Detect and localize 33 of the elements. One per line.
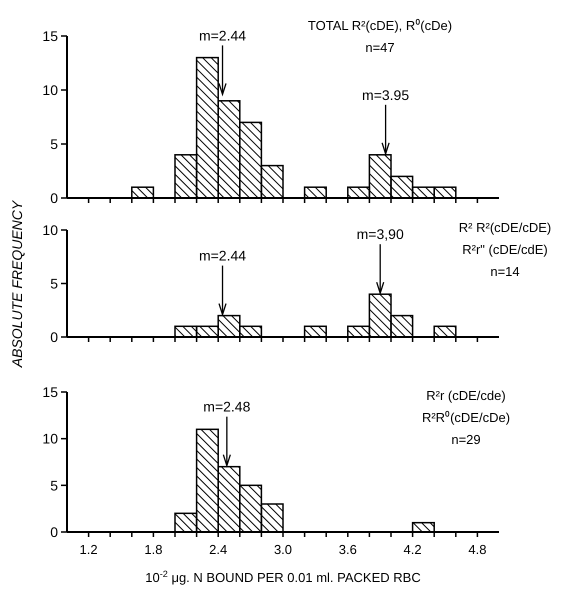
annotation: R² R²(cDE/cDE) (458, 220, 552, 235)
x-tick-label: 1.8 (144, 542, 162, 557)
x-tick-label: 1.2 (80, 542, 98, 557)
annotation: m=2.44 (198, 27, 246, 44)
y-tick-label: 10 (42, 82, 58, 98)
x-tick-label: 4.8 (468, 542, 486, 557)
y-tick-label: 0 (50, 329, 58, 345)
annotation: R²r" (cDE/cdE) (462, 242, 548, 257)
x-tick-label: 3.0 (274, 542, 292, 557)
annotation: n=47 (365, 40, 395, 55)
y-tick-label: 15 (42, 384, 58, 400)
annotation: m=3.95 (362, 86, 410, 103)
annotation: m=2.44 (198, 248, 246, 264)
annotation: m=2.48 (203, 398, 251, 415)
x-axis-title: 10$^{-2}$ μg. N BOUND PER 0.01 ml. PACKED RBC (145, 569, 421, 585)
y-tick-label: 0 (50, 524, 58, 540)
annotation: R²R⁰(cDE/cDe) (422, 410, 510, 425)
annotation: n=29 (451, 432, 481, 447)
y-tick-label: 5 (50, 136, 58, 152)
y-tick-label: 15 (42, 28, 58, 44)
y-axis-title: ABSOLUTE FREQUENCY (9, 199, 25, 368)
annotation: n=14 (490, 264, 520, 279)
annotation: m=3,90 (356, 226, 404, 242)
x-tick-label: 2.4 (209, 542, 228, 557)
x-tick-label: 4.2 (404, 542, 422, 557)
annotation: R²r (cDE/cde) (426, 388, 506, 403)
y-tick-label: 0 (50, 190, 58, 206)
y-tick-label: 5 (50, 276, 58, 292)
y-tick-label: 10 (42, 222, 58, 238)
y-tick-label: 5 (50, 477, 58, 494)
x-tick-label: 3.6 (338, 542, 357, 557)
y-tick-label: 10 (42, 430, 58, 447)
text: TOTAL R²(cDE), R⁰(cDe) (308, 18, 452, 33)
